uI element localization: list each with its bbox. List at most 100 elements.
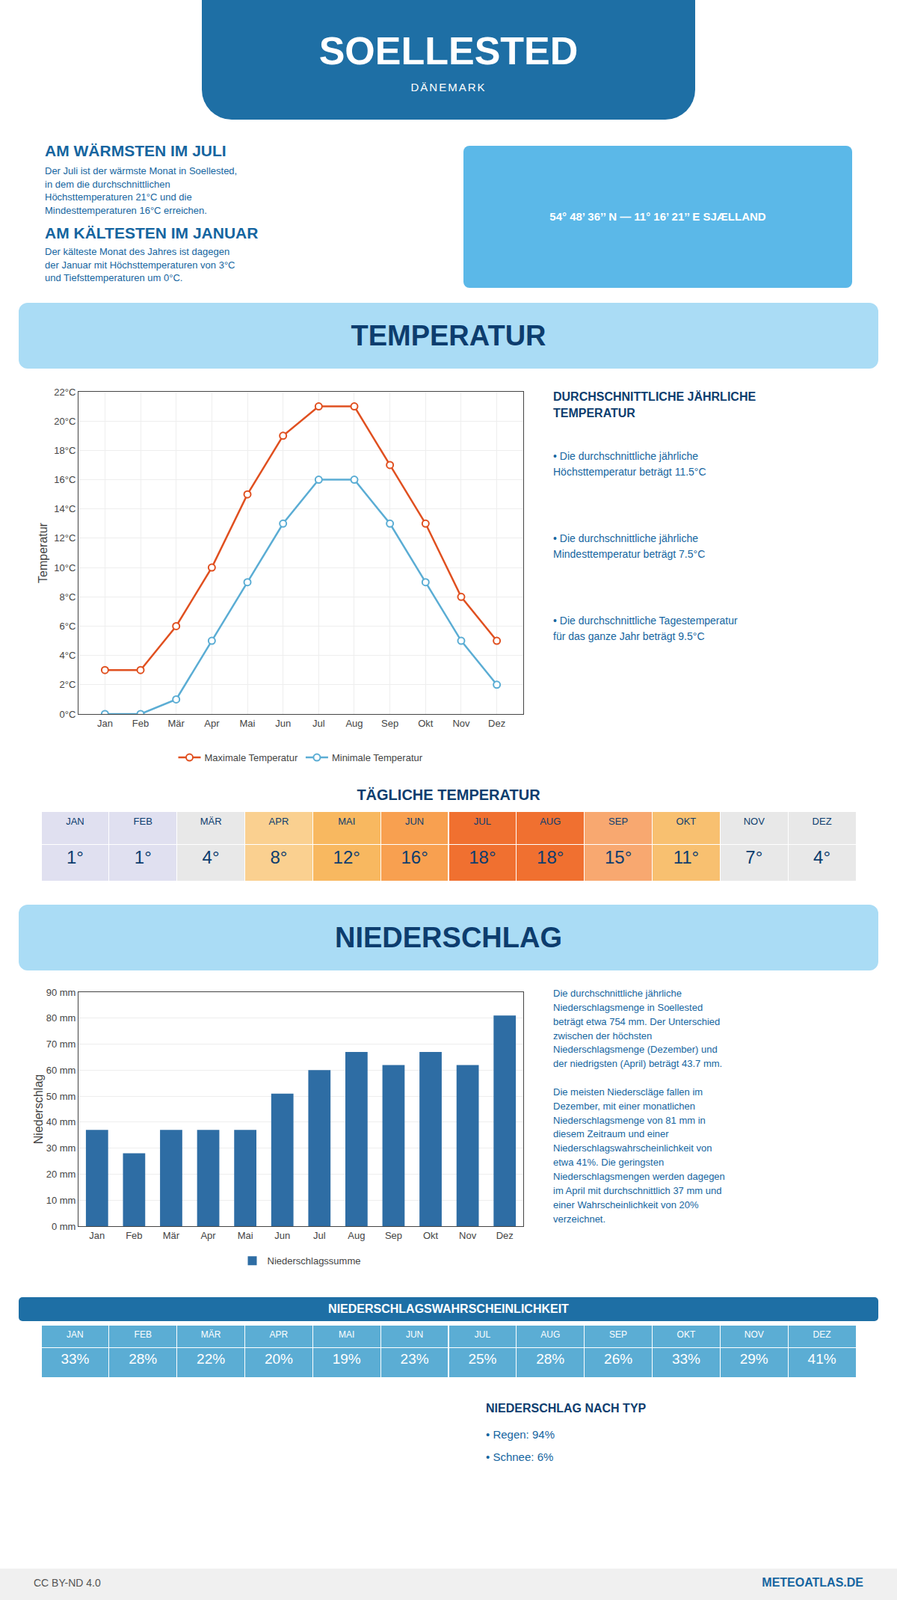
svg-text:4°C: 4°C (59, 649, 77, 661)
svg-text:Aug: Aug (345, 717, 363, 729)
svg-text:28%: 28% (128, 1350, 157, 1367)
svg-text:Okt: Okt (423, 1229, 439, 1241)
svg-text:Mai: Mai (239, 717, 256, 729)
svg-text:Jul: Jul (313, 1229, 326, 1241)
svg-text:15°: 15° (604, 846, 632, 868)
svg-text:50 mm: 50 mm (46, 1090, 77, 1102)
svg-text:22%: 22% (196, 1350, 225, 1367)
svg-text:FEB: FEB (133, 815, 153, 827)
svg-text:90 mm: 90 mm (46, 986, 77, 998)
svg-text:70 mm: 70 mm (46, 1038, 77, 1050)
svg-text:40 mm: 40 mm (46, 1116, 77, 1128)
svg-text:22°C: 22°C (53, 386, 76, 398)
svg-text:DEZ: DEZ (812, 815, 832, 827)
svg-text:MAI: MAI (338, 1329, 355, 1340)
svg-text:Dez: Dez (496, 1229, 514, 1241)
html-text:Die durchschnittliche jährlich: Die durchschnittliche jährliche Niedersc… (553, 987, 725, 1225)
svg-text:Mär: Mär (167, 717, 185, 729)
svg-text:10°C: 10°C (53, 562, 76, 574)
svg-text:Niederschlag: Niederschlag (32, 1074, 45, 1144)
svg-text:Maximale Temperatur: Maximale Temperatur (204, 751, 299, 764)
svg-text:APR: APR (269, 815, 290, 827)
svg-text:AUG: AUG (540, 1329, 560, 1340)
svg-text:Feb: Feb (132, 717, 149, 729)
svg-text:OKT: OKT (676, 815, 697, 827)
svg-text:25%: 25% (467, 1350, 497, 1367)
svg-text:Sep: Sep (381, 717, 399, 729)
svg-text:DEZ: DEZ (813, 1329, 832, 1340)
svg-text:33%: 33% (672, 1350, 701, 1367)
svg-text:18°C: 18°C (53, 444, 76, 456)
svg-text:MÄR: MÄR (200, 815, 223, 827)
svg-text:80 mm: 80 mm (46, 1012, 77, 1024)
svg-text:Sep: Sep (384, 1229, 403, 1241)
svg-text:7°: 7° (745, 846, 763, 868)
svg-text:NOV: NOV (743, 815, 766, 827)
svg-text:16°: 16° (400, 846, 428, 868)
svg-text:20°C: 20°C (53, 415, 76, 427)
svg-text:JUL: JUL (473, 815, 492, 827)
svg-text:Jul: Jul (312, 717, 326, 729)
svg-text:2°C: 2°C (59, 678, 77, 690)
svg-text:1°: 1° (66, 846, 84, 868)
svg-text:Niederschlagssumme: Niederschlagssumme (267, 1255, 362, 1267)
svg-text:8°: 8° (269, 846, 288, 868)
svg-text:Jun: Jun (274, 1229, 291, 1241)
svg-text:30 mm: 30 mm (46, 1142, 77, 1154)
svg-text:4°: 4° (202, 846, 220, 868)
svg-text:11°: 11° (673, 846, 700, 868)
svg-text:MÄR: MÄR (201, 1329, 222, 1340)
svg-text:19%: 19% (332, 1350, 362, 1367)
svg-text:29%: 29% (740, 1350, 769, 1367)
svg-text:23%: 23% (400, 1350, 430, 1367)
svg-text:12°: 12° (333, 846, 361, 868)
svg-text:Jan: Jan (88, 1229, 105, 1241)
svg-text:APR: APR (269, 1329, 289, 1340)
svg-text:8°C: 8°C (59, 591, 77, 603)
svg-text:Mär: Mär (162, 1229, 181, 1241)
svg-text:14°C: 14°C (53, 503, 76, 515)
svg-text:JAN: JAN (65, 815, 85, 827)
svg-text:JUN: JUN (405, 1329, 424, 1340)
svg-text:Jan: Jan (97, 717, 113, 729)
svg-text:26%: 26% (603, 1350, 633, 1367)
svg-text:JUN: JUN (405, 815, 424, 827)
svg-text:18°: 18° (536, 846, 564, 868)
svg-text:0 mm: 0 mm (51, 1220, 77, 1232)
svg-text:16°C: 16°C (53, 473, 76, 486)
svg-text:Mai: Mai (237, 1229, 254, 1241)
svg-text:6°C: 6°C (59, 620, 77, 632)
svg-text:33%: 33% (60, 1350, 89, 1367)
svg-text:OKT: OKT (677, 1329, 696, 1340)
svg-text:41%: 41% (808, 1350, 837, 1367)
svg-text:0°C: 0°C (59, 708, 77, 720)
svg-text:60 mm: 60 mm (46, 1064, 77, 1076)
svg-text:Nov: Nov (458, 1229, 477, 1241)
svg-text:Aug: Aug (347, 1229, 365, 1241)
svg-text:18°: 18° (468, 846, 496, 868)
svg-text:Temperatur: Temperatur (36, 521, 50, 584)
svg-text:MAI: MAI (337, 815, 356, 827)
svg-text:SEP: SEP (609, 1329, 628, 1340)
svg-text:Dez: Dez (488, 717, 506, 729)
svg-text:10 mm: 10 mm (46, 1194, 77, 1206)
svg-text:NOV: NOV (744, 1329, 764, 1340)
svg-text:20%: 20% (264, 1350, 294, 1367)
svg-text:Apr: Apr (204, 717, 220, 729)
svg-text:12°C: 12°C (53, 532, 76, 544)
svg-text:Apr: Apr (200, 1229, 217, 1241)
svg-text:Nov: Nov (452, 717, 471, 729)
svg-text:1°: 1° (134, 846, 152, 868)
svg-text:20 mm: 20 mm (46, 1168, 77, 1180)
svg-text:AUG: AUG (539, 815, 561, 827)
svg-text:Feb: Feb (125, 1229, 143, 1241)
svg-text:JUL: JUL (474, 1329, 492, 1340)
svg-text:Jun: Jun (275, 717, 291, 729)
svg-text:JAN: JAN (66, 1329, 84, 1340)
svg-text:FEB: FEB (134, 1329, 152, 1340)
svg-text:28%: 28% (535, 1350, 565, 1367)
svg-text:Okt: Okt (417, 717, 434, 729)
svg-text:SEP: SEP (608, 815, 628, 827)
svg-text:4°: 4° (813, 846, 831, 868)
svg-text:Minimale Temperatur: Minimale Temperatur (331, 751, 424, 764)
